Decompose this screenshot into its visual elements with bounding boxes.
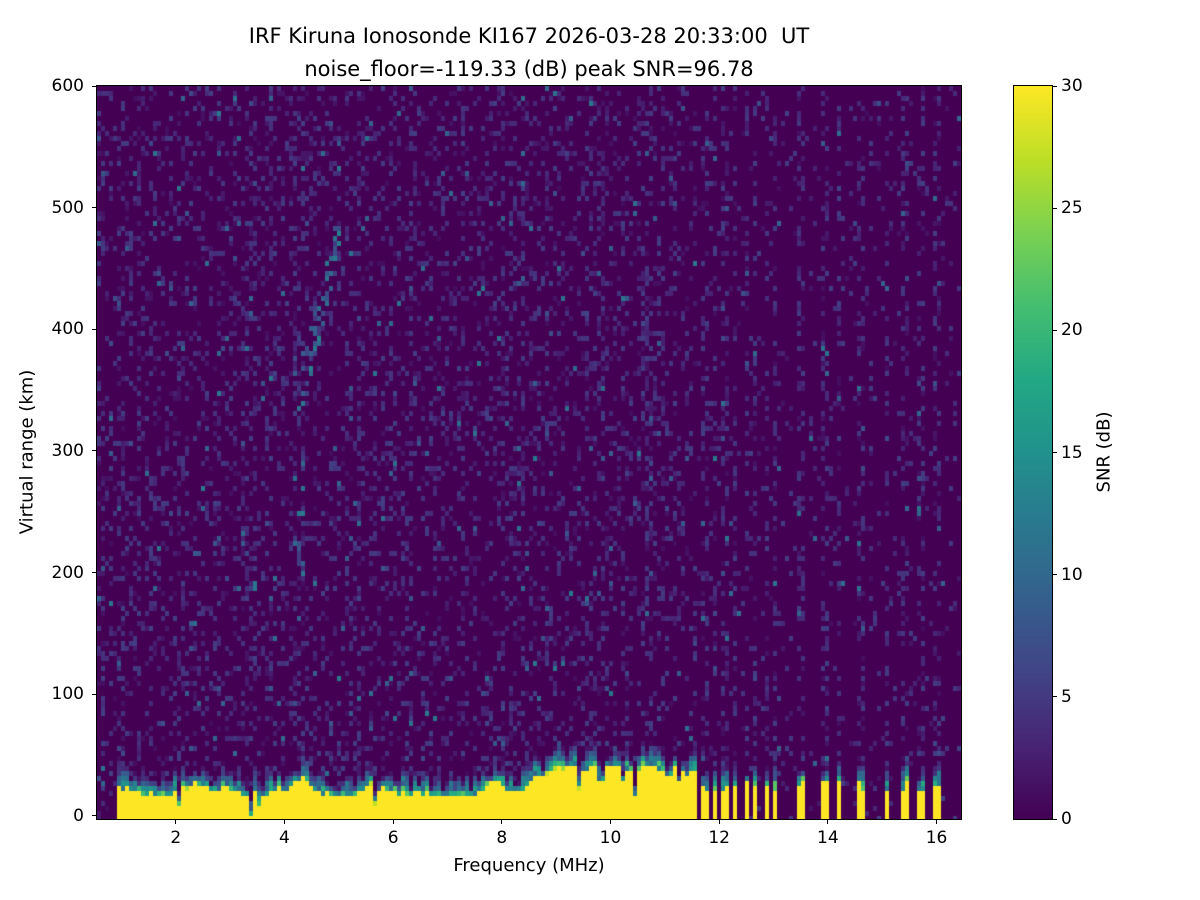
x-tick-mark [392, 820, 394, 824]
y-tick-label: 300 [51, 440, 84, 461]
x-tick-label: 12 [708, 828, 730, 848]
colorbar-tick-label: 30 [1061, 76, 1083, 96]
chart-subtitle: noise_floor=-119.33 (dB) peak SNR=96.78 [304, 57, 754, 81]
y-tick-mark [92, 815, 96, 817]
y-tick-mark [92, 207, 96, 209]
colorbar-tick-mark [1053, 207, 1057, 209]
x-tick-mark [501, 820, 503, 824]
y-tick-label: 400 [51, 319, 84, 340]
colorbar [1013, 85, 1053, 820]
x-tick-label: 4 [279, 828, 290, 848]
y-tick-mark [92, 450, 96, 452]
x-axis-label: Frequency (MHz) [453, 855, 605, 876]
y-tick-label: 200 [51, 562, 84, 583]
colorbar-tick-label: 10 [1061, 564, 1083, 585]
x-tick-label: 8 [496, 828, 508, 848]
x-tick-mark [283, 820, 285, 824]
colorbar-tick-label: 15 [1061, 442, 1083, 463]
x-tick-mark [936, 820, 938, 824]
colorbar-tick-mark [1053, 329, 1057, 331]
y-tick-label: 100 [51, 684, 84, 705]
y-tick-label: 0 [73, 805, 84, 826]
plot-area [96, 85, 962, 820]
y-tick-mark [92, 572, 96, 574]
colorbar-tick-mark [1053, 574, 1057, 576]
y-tick-mark [92, 85, 96, 87]
colorbar-tick-label: 5 [1061, 686, 1072, 707]
x-tick-mark [718, 820, 720, 824]
colorbar-tick-mark [1053, 696, 1057, 698]
x-tick-label: 2 [170, 828, 182, 848]
x-tick-label: 14 [817, 828, 839, 848]
colorbar-tick-mark [1053, 818, 1057, 820]
x-tick-label: 6 [387, 828, 399, 848]
y-tick-mark [92, 328, 96, 330]
colorbar-tick-mark [1053, 452, 1057, 453]
chart-title: IRF Kiruna Ionosonde KI167 2026-03-28 20… [248, 24, 810, 48]
x-tick-label: 16 [925, 828, 948, 848]
colorbar-tick-label: 25 [1061, 198, 1083, 219]
x-tick-mark [175, 820, 177, 824]
x-tick-label: 10 [599, 828, 622, 848]
colorbar-tick-mark [1053, 85, 1057, 87]
colorbar-tick-label: 20 [1061, 320, 1083, 341]
y-tick-label: 600 [51, 76, 84, 96]
y-tick-label: 500 [51, 197, 84, 218]
y-tick-mark [92, 693, 96, 695]
x-tick-mark [827, 820, 829, 824]
colorbar-gradient [1014, 86, 1052, 819]
ionogram-heatmap [97, 86, 961, 819]
x-tick-mark [610, 820, 611, 824]
colorbar-tick-label: 0 [1061, 809, 1072, 829]
y-axis-label: Virtual range (km) [16, 369, 38, 535]
